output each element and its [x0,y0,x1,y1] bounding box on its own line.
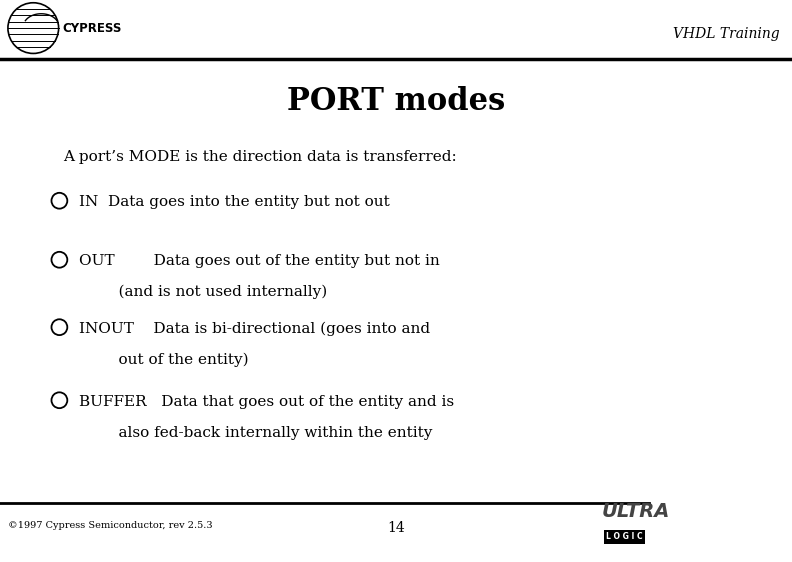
Text: INOUT    Data is bi-directional (goes into and: INOUT Data is bi-directional (goes into … [79,321,430,336]
Text: CYPRESS: CYPRESS [63,21,122,35]
Text: A port’s MODE is the direction data is transferred:: A port’s MODE is the direction data is t… [63,151,457,164]
Text: IN  Data goes into the entity but not out: IN Data goes into the entity but not out [79,196,390,209]
Text: (and is not used internally): (and is not used internally) [99,285,327,300]
Text: ©1997 Cypress Semiconductor, rev 2.5.3: ©1997 Cypress Semiconductor, rev 2.5.3 [8,521,212,530]
Text: OUT        Data goes out of the entity but not in: OUT Data goes out of the entity but not … [79,255,440,268]
Text: L O G I C: L O G I C [606,532,642,541]
Text: out of the entity): out of the entity) [99,352,249,367]
Text: ULTRA: ULTRA [602,502,670,521]
Text: VHDL Training: VHDL Training [673,27,780,40]
Text: also fed-back internally within the entity: also fed-back internally within the enti… [99,426,432,439]
Text: 14: 14 [387,522,405,535]
Text: PORT modes: PORT modes [287,85,505,117]
Text: BUFFER   Data that goes out of the entity and is: BUFFER Data that goes out of the entity … [79,395,455,409]
